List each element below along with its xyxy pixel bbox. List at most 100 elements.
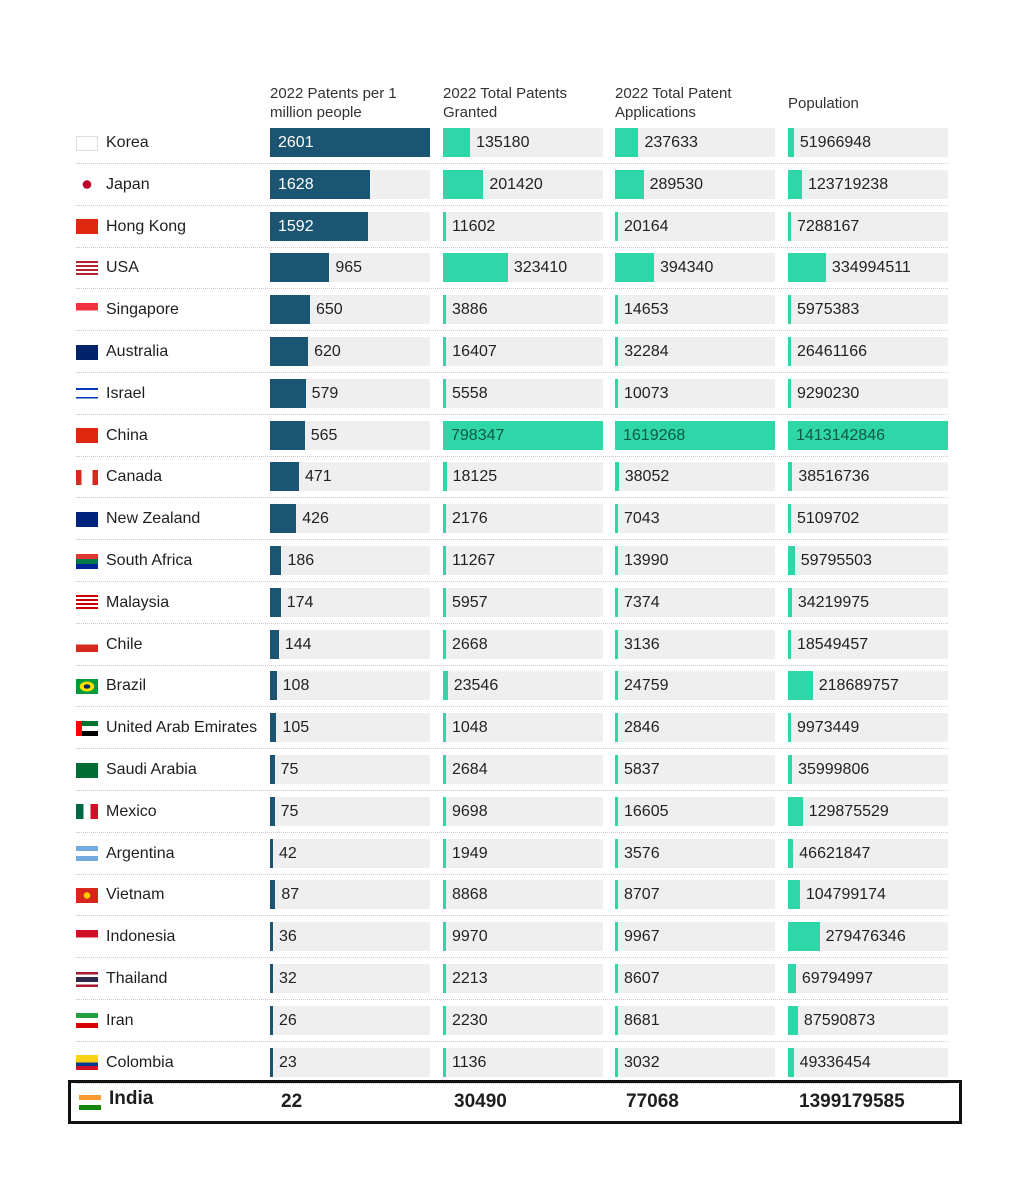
granted-value: 18125 [452, 468, 498, 486]
applications-value: 3032 [624, 1053, 660, 1071]
population-value: 9290230 [797, 384, 860, 402]
granted-value: 8868 [452, 886, 488, 904]
granted-cell: 2213 [443, 964, 603, 993]
granted-value: 9970 [452, 928, 488, 946]
applications-bar [615, 838, 618, 868]
india-per-million-value: 22 [281, 1091, 303, 1112]
population-cell: 51966948 [788, 128, 948, 157]
country-cell: Indonesia [76, 916, 175, 958]
granted-cell: 323410 [443, 253, 603, 283]
granted-bar [443, 211, 446, 241]
applications-cell: 13990 [615, 546, 775, 575]
applications-bar [615, 295, 618, 325]
granted-value: 201420 [489, 175, 543, 193]
per-million-value: 1628 [278, 175, 314, 193]
country-cell: USA [76, 247, 139, 289]
population-value: 34219975 [797, 593, 870, 611]
india-row: India 22 30490 77068 1399179585 [71, 1083, 951, 1127]
population-value: 123719238 [808, 175, 889, 193]
table-row: Iran 26 2230 8681 87590873 [76, 1000, 956, 1042]
per-million-cell: 471 [270, 462, 430, 492]
brazil-flag-icon [76, 678, 98, 694]
colombia-flag-icon [76, 1055, 98, 1071]
granted-bar [443, 838, 446, 868]
row-separator [76, 790, 948, 791]
table-row: Colombia 23 1136 3032 49336454 [76, 1042, 956, 1084]
population-cell: 34219975 [788, 587, 948, 617]
applications-bar [615, 420, 775, 450]
applications-value: 5837 [624, 761, 660, 778]
per-million-value: 108 [282, 677, 310, 695]
population-value: 7288167 [797, 217, 860, 235]
per-million-bar [270, 755, 275, 784]
per-million-cell: 26 [270, 1005, 430, 1035]
india-highlight-row: India 22 30490 77068 1399179585 [68, 1080, 962, 1124]
per-million-cell: 965 [270, 253, 430, 283]
population-value: 9973449 [797, 719, 860, 737]
population-cell: 38516736 [788, 462, 948, 492]
applications-value: 24759 [624, 677, 669, 695]
granted-cell: 8868 [443, 880, 603, 910]
applications-value: 3576 [624, 844, 660, 862]
granted-value: 135180 [476, 134, 530, 151]
granted-bar [443, 964, 446, 993]
per-million-cell: 23 [270, 1047, 430, 1077]
population-cell: 26461166 [788, 337, 948, 366]
population-bar [788, 504, 791, 534]
population-value: 279476346 [825, 928, 906, 946]
applications-value: 2846 [624, 719, 660, 737]
population-cell: 87590873 [788, 1005, 948, 1035]
row-separator [76, 873, 948, 875]
country-cell: China [76, 415, 148, 457]
population-cell: 5109702 [788, 504, 948, 534]
singapore-flag-icon [76, 302, 98, 318]
granted-cell: 2684 [443, 755, 603, 784]
row-separator [76, 622, 948, 624]
applications-cell: 20164 [615, 211, 775, 241]
table-row: Australia 620 16407 32284 26461166 [76, 331, 956, 373]
india-flag-icon [79, 1094, 101, 1110]
country-cell: Korea [76, 122, 149, 164]
country-label: Hong Kong [106, 217, 187, 235]
applications-bar [615, 253, 654, 283]
table-row: China 565 798347 1619268 1413142846 [76, 415, 956, 457]
country-label: South Africa [106, 552, 193, 569]
granted-value: 2668 [452, 635, 488, 653]
applications-bar [615, 1047, 618, 1077]
population-bar [788, 671, 813, 701]
population-bar [788, 796, 803, 826]
uae-flag-icon [76, 720, 98, 736]
granted-bar [443, 587, 446, 617]
applications-value: 237633 [644, 134, 698, 151]
per-million-value: 174 [286, 593, 314, 611]
population-value: 18549457 [797, 635, 869, 653]
india-granted-value: 30490 [454, 1091, 507, 1112]
country-cell: Saudi Arabia [76, 749, 197, 791]
population-value: 46621847 [799, 844, 871, 862]
population-cell: 129875529 [788, 796, 948, 826]
applications-value: 7374 [624, 593, 660, 611]
row-separator [76, 288, 948, 290]
population-bar [788, 169, 802, 199]
applications-value: 16605 [624, 802, 669, 820]
population-cell: 334994511 [788, 253, 948, 283]
country-label: Mexico [106, 802, 157, 820]
granted-cell: 11267 [443, 546, 603, 575]
applications-value: 38052 [624, 468, 670, 486]
per-million-value: 2601 [278, 134, 314, 151]
applications-bar [615, 378, 618, 408]
population-value: 1413142846 [796, 426, 885, 444]
india-country-cell: India [79, 1083, 153, 1121]
applications-value: 13990 [624, 552, 669, 569]
applications-bar [615, 755, 618, 784]
indonesia-flag-icon [76, 929, 98, 945]
per-million-value: 565 [310, 426, 338, 444]
population-value: 218689757 [818, 677, 899, 695]
argentina-flag-icon [76, 846, 98, 862]
granted-bar [443, 169, 484, 199]
country-cell: Malaysia [76, 582, 169, 624]
applications-bar [615, 504, 618, 534]
thailand-flag-icon [76, 971, 98, 987]
country-label: Singapore [106, 301, 179, 319]
